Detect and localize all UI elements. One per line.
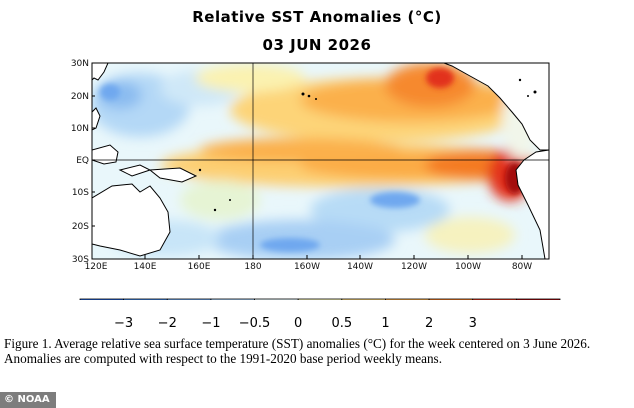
colorbar-swatch [297, 298, 343, 316]
colorbar-tick-label: −0.5 [238, 316, 271, 331]
lon-label: 160W [294, 262, 320, 272]
colorbar-swatch [428, 298, 474, 316]
lon-label: 160E [188, 262, 211, 272]
colorbar-tick-label: −2 [157, 316, 177, 331]
map-frame [91, 62, 550, 260]
lat-label: 10S [72, 188, 89, 198]
lon-label: 100W [455, 262, 481, 272]
lon-label: 180 [244, 262, 261, 272]
colorbar-swatch [79, 298, 125, 316]
colorbar-tick-label: 0 [294, 316, 303, 331]
lat-label: 10N [71, 124, 89, 134]
colorbar-swatch [341, 298, 386, 316]
colorbar-swatch [515, 298, 561, 316]
figure-caption: Figure 1. Average relative sea surface t… [4, 336, 591, 366]
longitude-axis: 120E 140E 160E 180 160W 140W 120W 100W 80W [85, 255, 532, 272]
colorbar-swatch [472, 298, 517, 316]
colorbar-swatch [166, 298, 212, 316]
sst-anomaly-map: 30N 20N 10N EQ 10S 20S 30S 120E 140E 160E 180 160W… [71, 59, 561, 316]
colorbar-swatch [123, 298, 168, 316]
colorbar-swatch [210, 298, 255, 316]
colorbar-swatch [385, 298, 430, 316]
colorbar-tick-label: 0.5 [331, 316, 353, 331]
lat-label: 30N [71, 59, 89, 69]
lon-label: 140E [134, 262, 157, 272]
land-masses [92, 63, 549, 259]
map-title: Relative SST Anomalies (°C) [192, 8, 442, 26]
lat-label: 30S [72, 255, 89, 265]
colorbar-tick-label: 2 [424, 316, 434, 331]
lon-label: 120W [401, 262, 427, 272]
lat-label: EQ [76, 156, 89, 166]
anomaly-field [92, 63, 549, 259]
colorbar-swatch [254, 298, 299, 316]
colorbar-tick-label: 3 [468, 316, 477, 331]
lat-label: 20S [72, 222, 89, 232]
islands [198, 78, 537, 212]
sst-map-svg: 30N 20N 10N EQ 10S 20S 30S 120E 140E 160E 180 160W… [71, 59, 561, 316]
noaa-credit: © NOAA [0, 392, 56, 408]
lat-label: 20N [71, 92, 89, 102]
lon-label: 80W [512, 262, 532, 272]
colorbar-tick-label: −1 [201, 316, 221, 331]
latitude-axis: 30N 20N 10N EQ 10S 20S 30S [71, 59, 95, 265]
map-date: 03 JUN 2026 [262, 36, 372, 54]
colorbar-tick-label: −3 [114, 316, 134, 331]
lon-label: 120E [85, 262, 108, 272]
colorbar [79, 298, 561, 316]
colorbar-tick-label: 1 [381, 316, 390, 331]
lon-label: 140W [347, 262, 373, 272]
